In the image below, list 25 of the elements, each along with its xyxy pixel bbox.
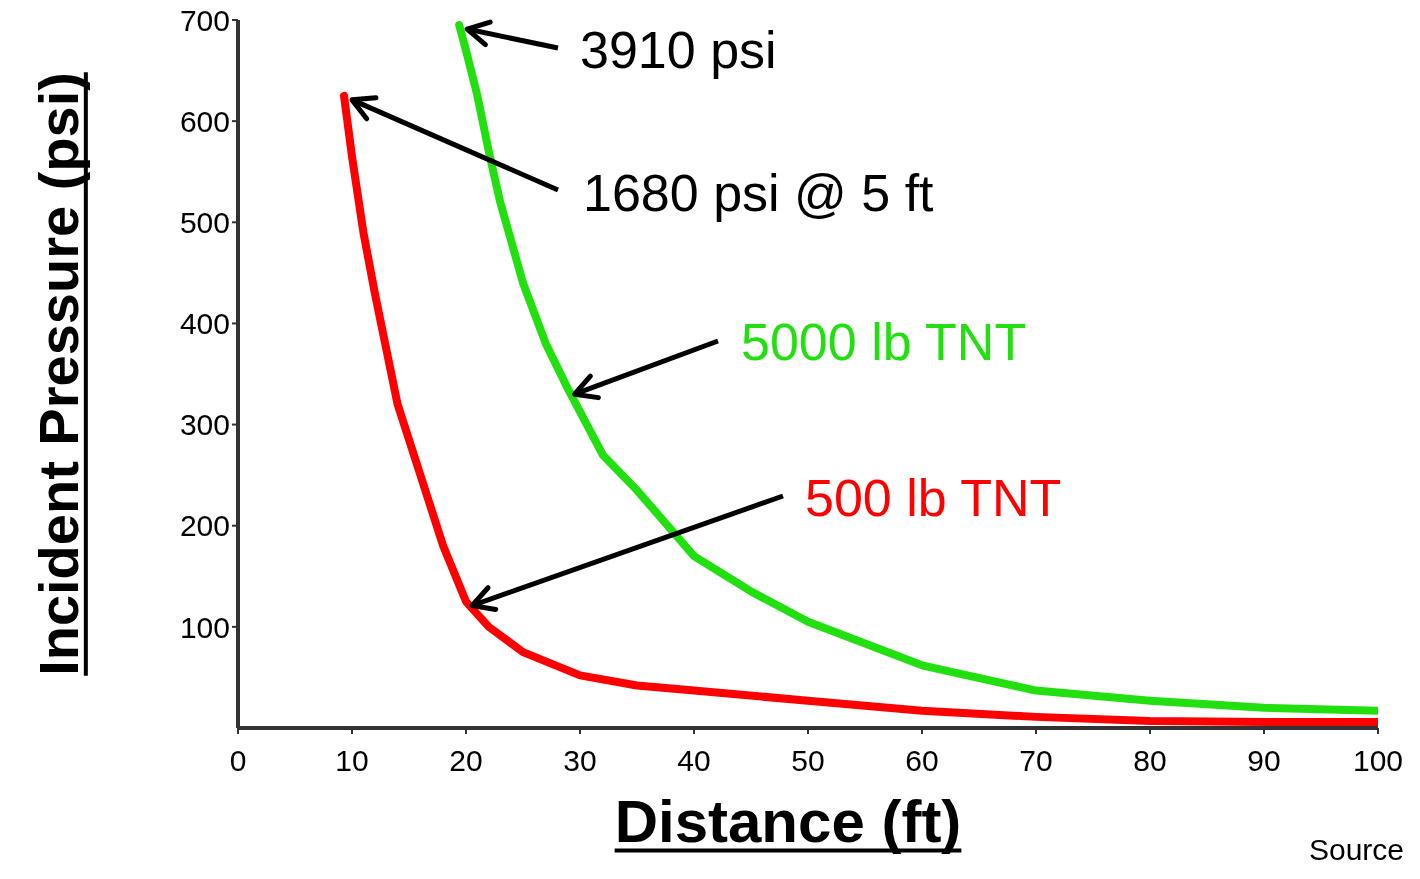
x-tick-label: 30 <box>563 744 597 778</box>
x-tick-label: 40 <box>677 744 711 778</box>
y-tick-label: 200 <box>179 509 230 543</box>
y-tick-label: 600 <box>179 104 230 138</box>
x-tick-label: 100 <box>1352 744 1404 778</box>
x-tick-label: 70 <box>1019 744 1053 778</box>
x-tick-label: 90 <box>1247 744 1281 778</box>
x-tick-label: 50 <box>791 744 825 778</box>
y-axis-title: Incident Pressure (psi) <box>27 72 90 676</box>
text: Source <box>1308 833 1404 866</box>
text: 5000 lb TNT <box>741 313 1027 371</box>
annotation: 1680 psi @ 5 ft <box>583 164 935 222</box>
x-tick-label: 60 <box>905 744 939 778</box>
x-tick-label: 0 <box>229 744 247 778</box>
x-tick-label: 80 <box>1133 744 1167 778</box>
y-tick-label: 500 <box>179 205 230 239</box>
x-tick-label: 10 <box>335 744 369 778</box>
text: 500 lb TNT <box>805 469 1062 527</box>
y-tick-label: 400 <box>179 307 230 341</box>
x-tick-label: 20 <box>449 744 483 778</box>
y-tick-label: 100 <box>179 610 230 644</box>
x-axis-title: Distance (ft) <box>614 788 962 855</box>
annotation: 3910 psi <box>580 21 777 79</box>
y-tick-label: 300 <box>179 408 230 442</box>
y-tick-label: 700 <box>179 3 230 37</box>
